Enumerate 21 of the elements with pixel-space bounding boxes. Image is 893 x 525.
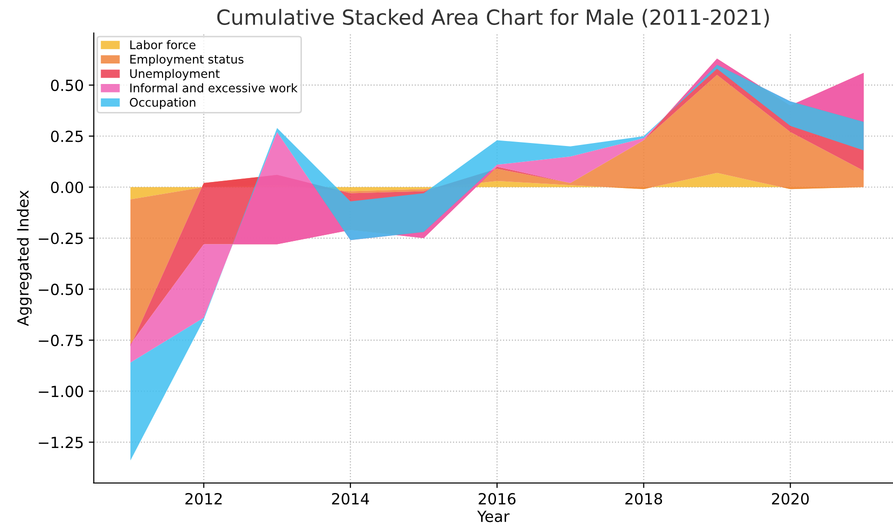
- y-tick-label: 0.25: [51, 130, 83, 142]
- x-tick-label: 2020: [772, 492, 809, 505]
- legend-label: Labor force: [130, 40, 196, 50]
- y-axis-title: Aggregated Index: [16, 190, 32, 326]
- y-tick-label: −1.25: [38, 436, 83, 448]
- y-tick-label: −0.75: [38, 334, 83, 346]
- x-tick-label: 2016: [478, 492, 516, 505]
- x-tick-label: 2018: [625, 492, 662, 505]
- y-tick-label: 0.00: [51, 182, 84, 194]
- x-tick-label: 2014: [332, 492, 369, 505]
- legend-label: Occupation: [130, 98, 196, 110]
- legend-label: Informal and excessive work: [130, 83, 298, 92]
- x-tick-label: 2012: [185, 492, 222, 505]
- chart-title: Cumulative Stacked Area Chart for Male (2011-2021): [217, 8, 769, 28]
- x-axis-title: Year: [477, 510, 510, 522]
- y-tick-label: −1.00: [38, 386, 84, 398]
- legend-label: Unemployment: [130, 68, 220, 80]
- y-tick-label: −0.50: [38, 284, 84, 296]
- y-tick-label: −0.25: [38, 232, 83, 244]
- y-tick-label: 0.50: [51, 80, 84, 92]
- legend-label: Employment status: [130, 54, 244, 66]
